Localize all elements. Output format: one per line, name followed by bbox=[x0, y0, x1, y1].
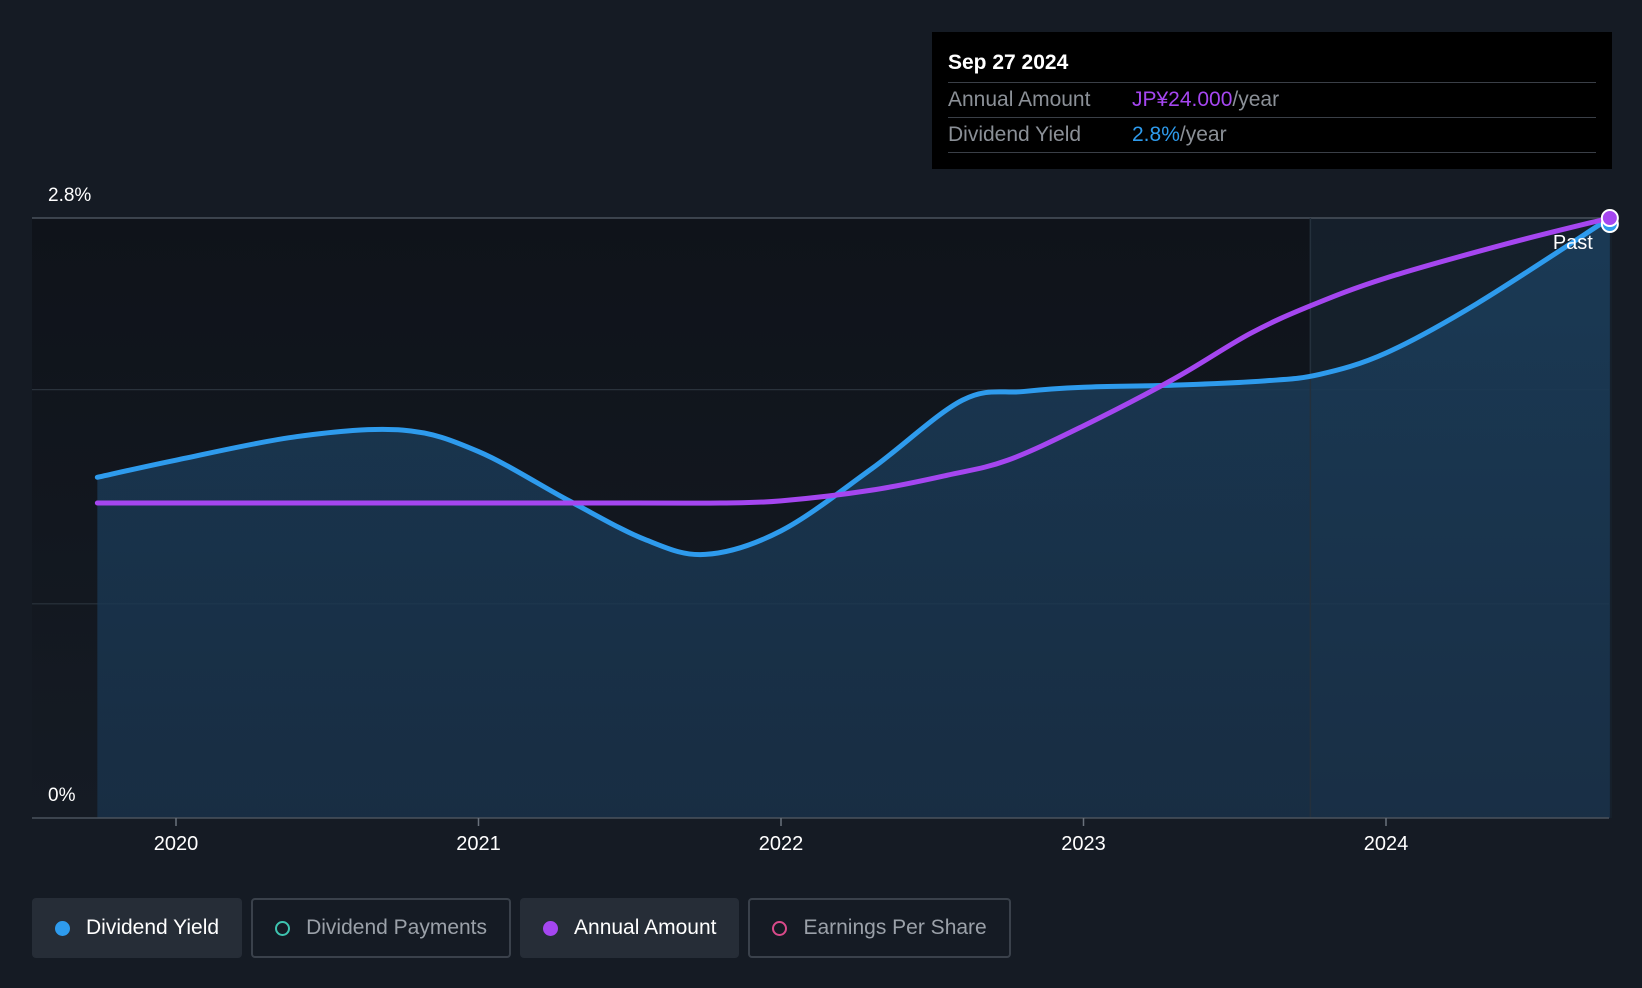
past-label: Past bbox=[1553, 232, 1593, 254]
legend-annual-amount[interactable]: Annual Amount bbox=[520, 898, 740, 958]
tooltip-label: Dividend Yield bbox=[948, 123, 1082, 146]
x-tick-label: 2023 bbox=[1061, 833, 1106, 855]
tooltip-value: JP¥24.000 bbox=[1132, 88, 1233, 111]
x-tick-label: 2021 bbox=[456, 833, 501, 855]
legend-label: Earnings Per Share bbox=[803, 916, 987, 939]
legend-dot-icon bbox=[543, 920, 559, 936]
x-tick-label: 2022 bbox=[759, 833, 804, 855]
legend-label: Dividend Payments bbox=[306, 916, 488, 939]
series-line-annual-amount bbox=[94, 215, 1613, 506]
legend-dot-icon bbox=[55, 920, 70, 936]
legend-dividend-yield[interactable]: Dividend Yield bbox=[32, 898, 243, 958]
legend-ring-icon bbox=[772, 920, 788, 936]
series-line-dividend-yield bbox=[94, 215, 1613, 558]
tooltip-row-annual-amount: Annual Amount JP¥24.000 /year bbox=[948, 82, 1596, 117]
x-tick-label: 2024 bbox=[1364, 833, 1409, 855]
chart-tooltip: Sep 27 2024 Annual Amount JP¥24.000 /yea… bbox=[932, 32, 1612, 169]
y-label-bottom: 0% bbox=[48, 785, 76, 806]
tooltip-row-dividend-yield: Dividend Yield 2.8% /year bbox=[948, 117, 1596, 153]
legend-label: Annual Amount bbox=[574, 916, 717, 939]
tooltip-unit: /year bbox=[1232, 88, 1280, 111]
legend-label: Dividend Yield bbox=[86, 916, 220, 939]
x-tick-label: 2020 bbox=[154, 833, 199, 855]
series-area-dividend-yield bbox=[97, 218, 1610, 818]
y-label-top: 2.8% bbox=[48, 185, 91, 206]
chart-legend: Dividend Yield Dividend Payments Annual … bbox=[32, 898, 1011, 958]
tooltip-value: 2.8% bbox=[1132, 123, 1180, 146]
legend-dividend-payments[interactable]: Dividend Payments bbox=[251, 898, 512, 958]
legend-earnings-per-share[interactable]: Earnings Per Share bbox=[748, 898, 1011, 958]
tooltip-unit: /year bbox=[1179, 123, 1227, 146]
tooltip-label: Annual Amount bbox=[948, 88, 1091, 111]
legend-ring-icon bbox=[275, 920, 291, 936]
tooltip-date: Sep 27 2024 bbox=[948, 51, 1069, 74]
end-marker-annual-amount bbox=[1600, 209, 1619, 227]
